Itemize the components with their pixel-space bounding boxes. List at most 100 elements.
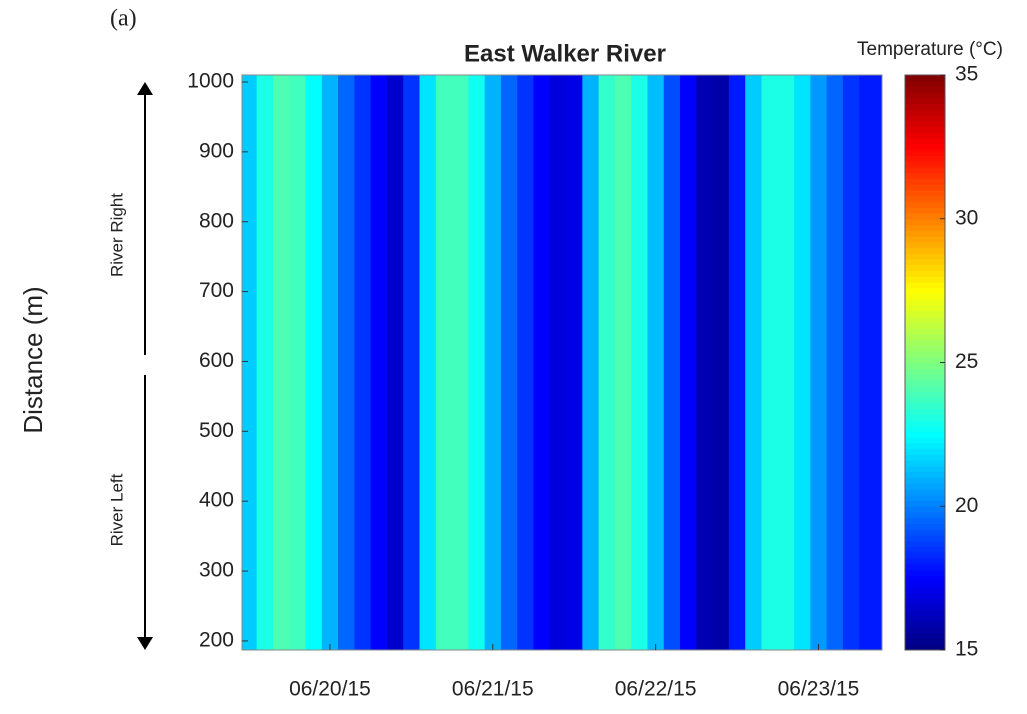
colorbar-swatch (905, 270, 945, 277)
colorbar-swatch (905, 615, 945, 622)
colorbar-swatch (905, 333, 945, 340)
colorbar-swatch (905, 448, 945, 455)
colorbar-swatch (905, 80, 945, 87)
colorbar-swatch (905, 362, 945, 369)
colorbar-swatch (905, 552, 945, 559)
colorbar-swatch (905, 184, 945, 191)
colorbar-swatch (905, 144, 945, 151)
colorbar-swatch (905, 103, 945, 110)
colorbar-swatch (905, 282, 945, 289)
chart-title: East Walker River (464, 40, 666, 67)
colorbar-tick-label: 35 (955, 63, 978, 86)
colorbar-swatch (905, 161, 945, 168)
colorbar-swatch (905, 98, 945, 105)
annotation: River Right (107, 193, 126, 277)
heat-cell (810, 75, 828, 650)
colorbar-swatch (905, 121, 945, 128)
y-axis-label: Distance (m) (18, 286, 48, 433)
colorbar-swatch (905, 149, 945, 156)
colorbar-swatch (905, 218, 945, 225)
colorbar-swatch (905, 604, 945, 611)
colorbar-swatch (905, 374, 945, 381)
heat-cell (468, 75, 486, 650)
colorbar-swatch (905, 92, 945, 99)
colorbar-swatch (905, 155, 945, 162)
colorbar-label: Temperature (°C) (857, 39, 1003, 60)
colorbar-swatch (905, 523, 945, 530)
heat-cell (272, 75, 290, 650)
heat-cell (631, 75, 649, 650)
heat-cell (680, 75, 697, 650)
colorbar-swatch (905, 195, 945, 202)
colorbar-swatch (905, 494, 945, 501)
colorbar-swatch (905, 563, 945, 570)
heat-cell (419, 75, 437, 650)
colorbar-swatch (905, 437, 945, 444)
colorbar-swatch (905, 598, 945, 605)
y-tick-label: 700 (199, 279, 234, 302)
colorbar-tick-label: 15 (955, 638, 978, 661)
heat-cell (435, 75, 453, 650)
colorbar-swatch (905, 425, 945, 432)
colorbar-swatch (905, 609, 945, 616)
heat-cell (712, 75, 730, 650)
heat-cell (826, 75, 844, 650)
heat-cell (842, 75, 860, 650)
colorbar-swatch (905, 575, 945, 582)
heat-cell (386, 75, 404, 650)
colorbar-swatch (905, 201, 945, 208)
colorbar-swatch (905, 178, 945, 185)
colorbar-swatch (905, 241, 945, 248)
y-tick-label: 800 (199, 209, 234, 232)
heat-cell (745, 75, 763, 650)
y-tick-label: 500 (199, 419, 234, 442)
colorbar-swatch (905, 207, 945, 214)
annotation: River Left (107, 473, 126, 546)
x-tick-label: 06/20/15 (289, 678, 371, 701)
heat-cell (794, 75, 811, 650)
colorbar-swatch (905, 126, 945, 133)
colorbar-swatch (905, 408, 945, 415)
colorbar-swatch (905, 506, 945, 513)
y-tick-label: 300 (199, 559, 234, 582)
colorbar-swatch (905, 402, 945, 409)
heat-cell (696, 75, 714, 650)
colorbar-swatch (905, 483, 945, 490)
colorbar-swatch (905, 322, 945, 329)
heat-cell (517, 75, 535, 650)
heat-cell (598, 75, 616, 650)
heat-cell (305, 75, 323, 650)
heat-cell (566, 75, 583, 650)
colorbar-swatch (905, 621, 945, 628)
x-tick-label: 06/23/15 (778, 678, 860, 701)
colorbar-swatch (905, 558, 945, 565)
colorbar-swatch (905, 535, 945, 542)
heat-cell (321, 75, 339, 650)
colorbar-swatch (905, 167, 945, 174)
colorbar-swatch (905, 414, 945, 421)
colorbar-swatch (905, 356, 945, 363)
heat-cell (256, 75, 274, 650)
colorbar-swatch (905, 345, 945, 352)
heat-cell (663, 75, 681, 650)
colorbar-swatch (905, 460, 945, 467)
y-tick-label: 900 (199, 139, 234, 162)
colorbar-swatch (905, 224, 945, 231)
colorbar-swatch (905, 138, 945, 145)
colorbar-swatch (905, 569, 945, 576)
heat-cell (484, 75, 502, 650)
heat-cell (533, 75, 551, 650)
arrow (137, 82, 153, 650)
heat-cell (777, 75, 795, 650)
colorbar-swatch (905, 190, 945, 197)
colorbar-swatch (905, 454, 945, 461)
colorbar-swatch (905, 109, 945, 116)
panel-label: (a) (110, 6, 137, 32)
colorbar-swatch (905, 546, 945, 553)
colorbar-swatch (905, 368, 945, 375)
heat-cell (354, 75, 372, 650)
y-tick-label: 200 (199, 628, 234, 651)
colorbar-swatch (905, 644, 945, 651)
heat-cell (549, 75, 567, 650)
